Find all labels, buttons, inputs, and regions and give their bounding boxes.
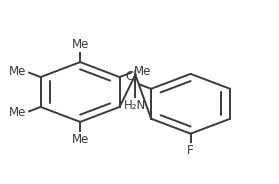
Text: Me: Me: [71, 38, 89, 51]
Text: H₂N: H₂N: [124, 99, 146, 112]
Text: Me: Me: [9, 106, 26, 119]
Text: Me: Me: [71, 133, 89, 146]
Text: Me: Me: [9, 65, 26, 78]
Text: Cl: Cl: [125, 70, 137, 83]
Text: F: F: [187, 144, 194, 157]
Text: Me: Me: [134, 65, 151, 78]
